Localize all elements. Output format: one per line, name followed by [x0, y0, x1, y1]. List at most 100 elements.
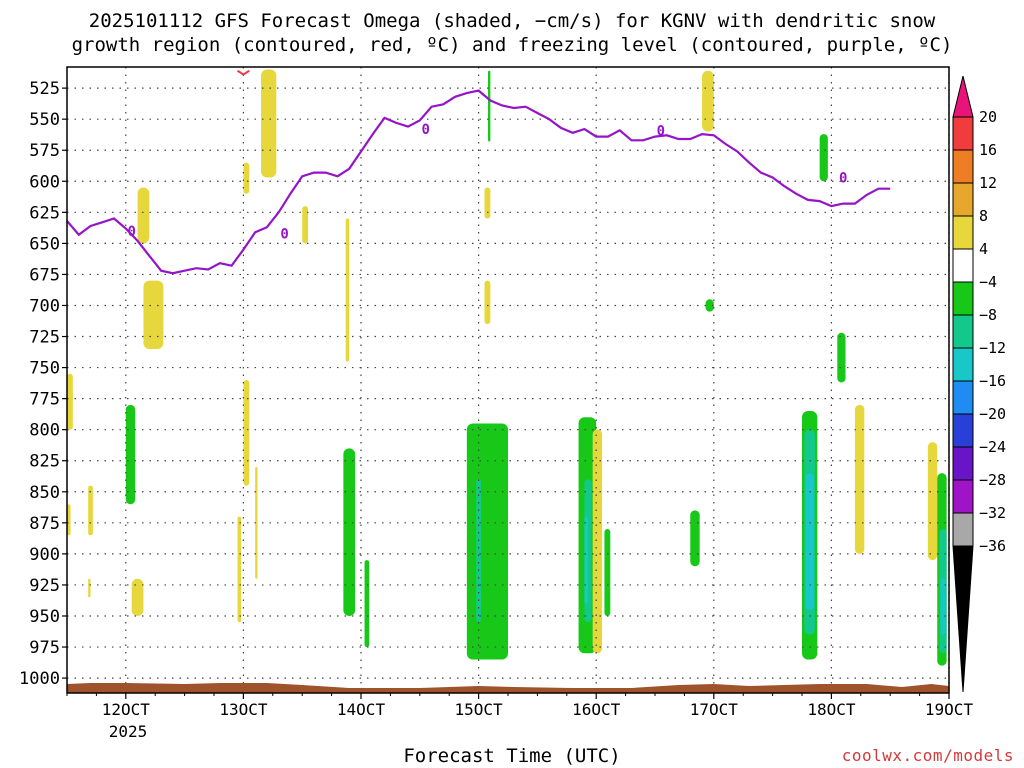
omega-cell: [702, 70, 714, 132]
omega-cell: [345, 218, 350, 362]
omega-cell: [364, 560, 370, 648]
omega-cell: [484, 187, 491, 219]
omega-cell: [237, 516, 242, 623]
y-tick-label: 525: [29, 79, 60, 99]
colorbar-segment: [952, 248, 974, 283]
omega-cell: [67, 504, 71, 536]
omega-cell: [854, 404, 865, 554]
omega-cell: [137, 187, 150, 244]
x-axis-title: Forecast Time (UTC): [403, 745, 621, 767]
colorbar-segment: [952, 182, 974, 217]
freezing-level-label: 0: [127, 224, 135, 240]
freezing-level-label: 0: [280, 226, 288, 242]
colorbar-segment: [952, 347, 974, 382]
colorbar-label: −12: [979, 339, 1006, 357]
freezing-level-label: 0: [839, 171, 847, 187]
chart-title-line-2: growth region (contoured, red, ºC) and f…: [71, 34, 953, 56]
colorbar-label: −4: [979, 273, 997, 291]
omega-cell: [125, 404, 136, 505]
colorbar-label: −32: [979, 504, 1006, 522]
colorbar-label: 8: [979, 207, 988, 225]
omega-cell: [88, 578, 91, 598]
x-tick-label: 18OCT: [807, 700, 856, 719]
y-tick-label: 1000: [19, 669, 60, 689]
omega-cell: [302, 206, 309, 244]
colorbar-label: −16: [979, 372, 1006, 390]
y-tick-label: 775: [29, 390, 60, 410]
colorbar-legend: 20 16 12 8 4 −4 −8 −12 −16 −20 −24 −28 −32 −36: [952, 75, 1006, 693]
y-tick-label: 700: [29, 296, 60, 316]
colorbar-label: 12: [979, 174, 997, 192]
y-tick-label: 725: [29, 328, 60, 348]
omega-cell: [940, 578, 946, 635]
x-axis-time: 12OCT 13OCT 14OCT 15OCT 16OCT 17OCT 18OCT 19OCT: [66, 693, 974, 719]
omega-cell: [690, 510, 700, 567]
x-tick-label: 12OCT: [102, 700, 151, 719]
omega-cell: [488, 70, 491, 142]
colorbar-label: 4: [979, 240, 988, 258]
colorbar-segment: [952, 314, 974, 349]
y-tick-label: 650: [29, 234, 60, 254]
x-tick-label: 19OCT: [925, 700, 974, 719]
omega-cell: [592, 429, 603, 654]
omega-cell: [819, 134, 828, 182]
colorbar-label: 20: [979, 108, 997, 126]
colorbar-segment: [952, 215, 974, 250]
freezing-level-line: [67, 89, 891, 275]
colorbar-label: −28: [979, 471, 1006, 489]
omega-shading-layer: [67, 69, 947, 666]
colorbar-segment: [952, 446, 974, 481]
colorbar-segment: [952, 281, 974, 316]
x-tick-label: 14OCT: [337, 700, 386, 719]
colorbar-bottom-arrow: [952, 545, 974, 693]
omega-cell: [927, 442, 938, 561]
colorbar-segment: [952, 512, 974, 547]
omega-cell: [466, 423, 508, 660]
y-tick-label: 550: [29, 110, 60, 130]
y-tick-label: 875: [29, 514, 60, 534]
y-tick-label: 575: [29, 141, 60, 161]
colorbar-label: −8: [979, 306, 997, 324]
colorbar-segment: [952, 149, 974, 184]
y-tick-label: 900: [29, 545, 60, 565]
y-tick-label: 750: [29, 359, 60, 379]
omega-cell: [837, 332, 846, 383]
colorbar-segment: [952, 479, 974, 514]
x-tick-label: 16OCT: [572, 700, 621, 719]
colorbar-segment: [952, 413, 974, 448]
dotted-gridlines: [67, 67, 950, 693]
omega-cell: [261, 69, 277, 178]
y-tick-label: 850: [29, 483, 60, 503]
omega-cell: [243, 380, 250, 486]
chart-title-line-1: 2025101112 GFS Forecast Omega (shaded, −…: [88, 10, 936, 32]
omega-cell: [705, 299, 714, 312]
y-tick-label: 675: [29, 265, 60, 285]
omega-cell: [484, 280, 491, 325]
colorbar-top-arrow: [952, 75, 974, 118]
colorbar-label: −36: [979, 537, 1006, 555]
omega-cell: [584, 516, 588, 604]
colorbar-label: −24: [979, 438, 1006, 456]
y-tick-label: 975: [29, 638, 60, 658]
y-tick-label: 950: [29, 607, 60, 627]
colorbar-label: 16: [979, 141, 997, 159]
omega-cell: [131, 578, 144, 616]
omega-cell: [243, 162, 250, 194]
y-tick-label: 925: [29, 576, 60, 596]
x-tick-label: 13OCT: [219, 700, 268, 719]
omega-cell: [343, 448, 356, 616]
omega-cell: [88, 485, 93, 536]
contour-layer: 0 0 0 0 0: [67, 69, 891, 275]
y-tick-label: 625: [29, 203, 60, 223]
omega-cell: [476, 479, 481, 623]
omega-cell: [255, 466, 258, 579]
surface-terrain: [67, 683, 949, 693]
omega-cell: [604, 529, 611, 616]
colorbar-segment: [952, 380, 974, 415]
freezing-level-label: 0: [421, 122, 429, 138]
y-tick-label: 600: [29, 172, 60, 192]
omega-cell: [143, 280, 164, 349]
site-credit: coolwx.com/models: [841, 746, 1014, 765]
y-axis-pressure: 525 550 575 600 625 650 675 700 725 750 775 800 825 8…: [19, 79, 67, 689]
